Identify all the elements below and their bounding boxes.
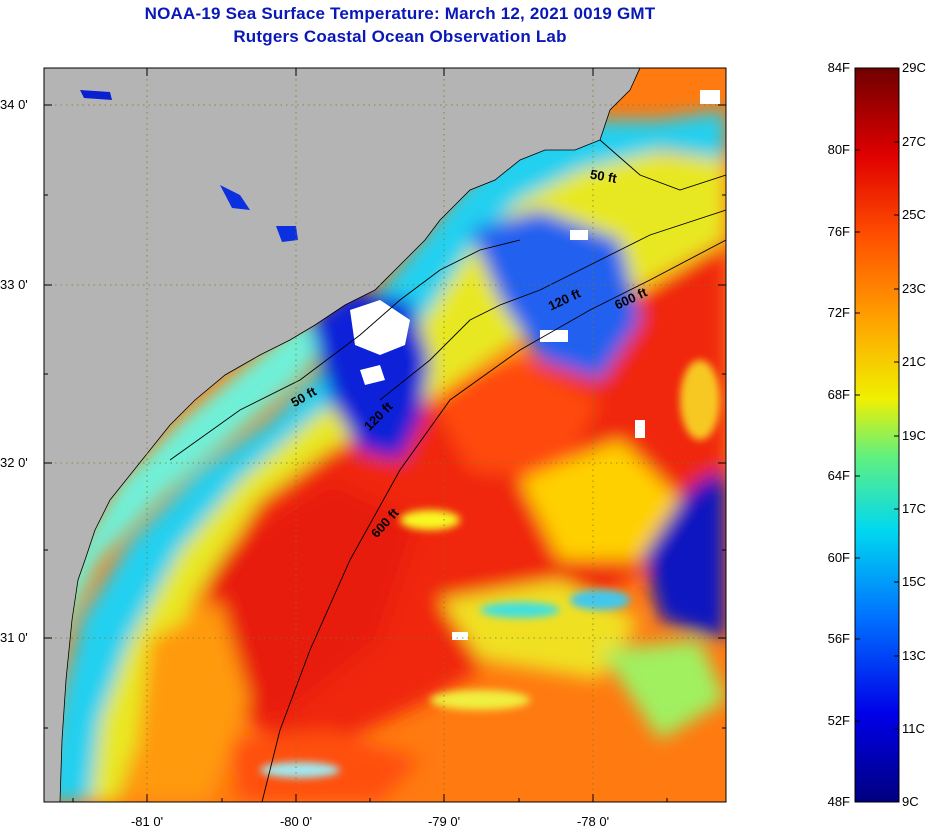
colorbar-c-25: 25C (902, 207, 926, 222)
colorbar-c-23: 23C (902, 281, 926, 296)
colorbar-ticks (855, 141, 899, 730)
colorbar-f-56: 56F (828, 631, 850, 646)
lon-label-80: -80 0' (280, 814, 312, 829)
colorbar-c-13: 13C (902, 648, 926, 663)
colorbar: 84F 80F 76F 72F 68F 64F 60F 56F 52F 48F … (828, 60, 926, 809)
colorbar-f-72: 72F (828, 305, 850, 320)
map-ticks (44, 68, 726, 802)
land-mass (44, 68, 641, 802)
colorbar-c-19: 19C (902, 428, 926, 443)
colorbar-f-80: 80F (828, 142, 850, 157)
colorbar-c-17: 17C (902, 501, 926, 516)
colorbar-c-29: 29C (902, 60, 926, 75)
grid (44, 68, 726, 802)
lon-label-79: -79 0' (428, 814, 460, 829)
colorbar-gradient (854, 67, 900, 803)
lon-label-81: -81 0' (131, 814, 163, 829)
sst-detail (260, 360, 720, 778)
colorbar-c-9: 9C (902, 794, 919, 809)
depth-contours (169, 139, 726, 802)
colorbar-c-21: 21C (902, 354, 926, 369)
lon-label-78: -78 0' (577, 814, 609, 829)
lat-label-32: 32 0' (0, 455, 28, 470)
colorbar-c-11: 11C (902, 721, 925, 736)
colorbar-f-60: 60F (828, 550, 850, 565)
lat-label-31: 31 0' (0, 630, 28, 645)
colorbar-c-27: 27C (902, 134, 926, 149)
colorbar-f-76: 76F (828, 224, 850, 239)
colorbar-f-84: 84F (828, 60, 850, 75)
colorbar-f-64: 64F (828, 468, 850, 483)
lat-label-34: 34 0' (0, 97, 28, 112)
map-area (44, 68, 726, 802)
colorbar-c-15: 15C (902, 574, 926, 589)
map-title: NOAA-19 Sea Surface Temperature: March 1… (144, 4, 656, 23)
contour-label-50-ne: 50 ft (589, 167, 619, 187)
map-frame (43, 67, 727, 803)
colorbar-f-52: 52F (828, 713, 850, 728)
colorbar-f-48: 48F (828, 794, 850, 809)
lat-label-33: 33 0' (0, 277, 28, 292)
colorbar-f-68: 68F (828, 387, 850, 402)
map-subtitle: Rutgers Coastal Ocean Observation Lab (233, 27, 567, 46)
